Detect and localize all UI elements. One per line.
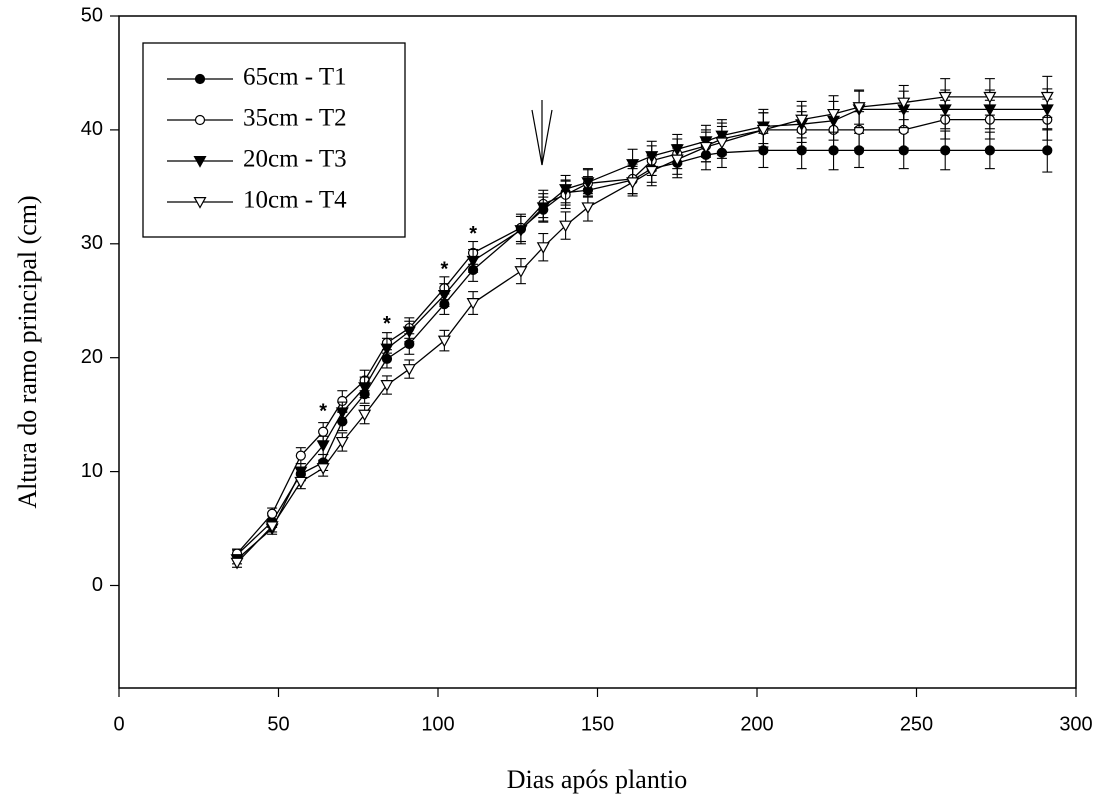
data-point: [437, 290, 451, 302]
data-point: [852, 102, 866, 114]
legend-marker: [193, 156, 207, 168]
legend: 65cm - T1 35cm - T2 20cm - T3 10cm - T4: [142, 42, 406, 238]
data-point: [402, 364, 416, 376]
legend-box: [142, 42, 406, 238]
legend-marker: [194, 73, 206, 85]
data-point: [318, 426, 329, 437]
data-point: [358, 409, 372, 422]
data-point: [940, 145, 951, 156]
x-tick-label: 250: [900, 713, 933, 735]
data-point: [230, 557, 244, 570]
data-point: [559, 220, 573, 233]
data-point: [295, 450, 306, 461]
data-point: [265, 521, 279, 533]
legend-marker: [193, 197, 207, 209]
data-point: [827, 108, 841, 121]
legend-label: 10cm - T4: [243, 187, 347, 214]
data-point: [402, 326, 416, 339]
x-axis-title: Dias após plantio: [507, 765, 688, 794]
data-point: [380, 380, 394, 392]
x-tick-label: 50: [267, 713, 289, 735]
data-point: [335, 407, 349, 420]
data-point: [316, 440, 330, 453]
data-point: [466, 255, 480, 268]
annotation: *: [383, 313, 391, 335]
data-point: [897, 97, 911, 110]
data-point: [984, 145, 995, 156]
data-point: [316, 463, 330, 475]
annotation: *: [469, 223, 477, 245]
data-point: [699, 141, 713, 154]
data-point: [536, 242, 550, 254]
y-tick-label: 10: [81, 460, 103, 482]
x-tick-label: 100: [421, 713, 454, 735]
annotation: *: [319, 401, 327, 423]
data-point: [437, 335, 451, 348]
data-point: [559, 184, 573, 196]
data-point: [983, 91, 997, 104]
data-point: [514, 266, 528, 278]
data-point: [795, 114, 809, 127]
data-point: [380, 343, 394, 356]
data-point: [581, 177, 595, 190]
arrow: [531, 100, 553, 166]
data-point: [358, 382, 372, 395]
legend-marker: [194, 114, 206, 126]
y-tick-label: 50: [81, 4, 103, 26]
data-point: [626, 159, 640, 171]
legend-label: 35cm - T2: [243, 105, 347, 132]
y-tick-label: 0: [92, 574, 103, 596]
data-point: [1042, 145, 1053, 156]
x-tick-label: 200: [740, 713, 773, 735]
x-tick-label: 0: [113, 713, 124, 735]
annotation: *: [440, 258, 448, 280]
data-point: [514, 225, 528, 237]
data-point: [294, 476, 308, 489]
data-point: [1040, 91, 1054, 104]
x-tick-label: 300: [1059, 713, 1092, 735]
x-tick-label: 150: [581, 713, 614, 735]
data-point: [466, 298, 480, 310]
legend-label: 20cm - T3: [243, 146, 347, 173]
data-point: [267, 508, 278, 519]
data-point: [645, 165, 659, 178]
data-point: [715, 137, 729, 150]
data-point: [536, 202, 550, 215]
data-point: [581, 202, 595, 215]
y-tick-label: 20: [81, 346, 103, 368]
data-point: [938, 91, 952, 104]
data-point: [335, 436, 349, 449]
y-tick-label: 40: [81, 118, 103, 140]
y-axis-title: Altura do ramo principal (cm): [13, 195, 42, 508]
data-point: [756, 124, 770, 137]
legend-label: 65cm - T1: [243, 64, 347, 91]
data-point: [294, 466, 308, 479]
data-point: [670, 154, 684, 167]
data-point: [626, 177, 640, 190]
y-tick-label: 30: [81, 232, 103, 254]
